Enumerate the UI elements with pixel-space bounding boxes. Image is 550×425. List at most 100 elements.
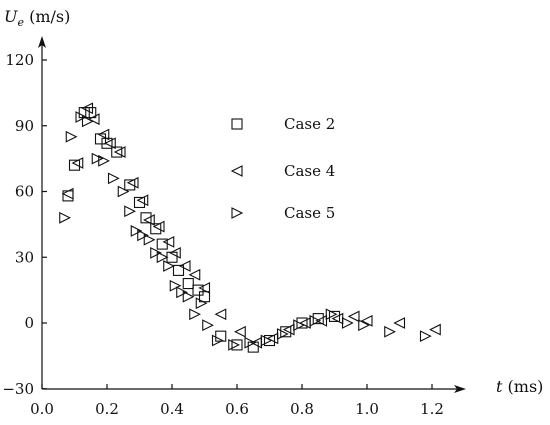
point-case-4 bbox=[360, 314, 373, 327]
series-case-2 bbox=[62, 107, 341, 353]
point-case-4 bbox=[234, 325, 246, 338]
point-case-2 bbox=[198, 291, 211, 303]
y-tick-label: 60 bbox=[15, 183, 34, 201]
legend-marker-case-4 bbox=[230, 165, 243, 177]
point-case-5 bbox=[260, 334, 273, 347]
y-axis-ticks: −30 0 30 60 90 120 bbox=[2, 51, 47, 398]
point-case-5 bbox=[81, 115, 94, 128]
y-tick-label: 0 bbox=[24, 314, 34, 332]
point-case-4 bbox=[162, 236, 175, 248]
point-case-4 bbox=[97, 128, 110, 141]
point-case-5 bbox=[195, 297, 208, 310]
legend-marker-case-5 bbox=[231, 207, 244, 219]
point-case-5 bbox=[182, 290, 195, 303]
x-tick-label: 0.0 bbox=[30, 400, 54, 418]
point-case-5 bbox=[163, 260, 175, 272]
point-case-2 bbox=[85, 107, 97, 119]
x-tick-label: 1.2 bbox=[420, 400, 444, 418]
point-case-2 bbox=[296, 317, 308, 329]
y-tick-label: 30 bbox=[15, 248, 34, 266]
legend-label-case-5: Case 5 bbox=[284, 204, 335, 222]
y-axis-arrow bbox=[38, 36, 46, 48]
x-tick-label: 0.6 bbox=[225, 400, 249, 418]
data-markers bbox=[59, 102, 441, 353]
point-case-5 bbox=[211, 334, 224, 347]
point-case-2 bbox=[124, 179, 136, 191]
point-case-2 bbox=[150, 223, 162, 235]
point-case-2 bbox=[172, 264, 185, 276]
point-case-4 bbox=[136, 194, 149, 207]
point-case-5 bbox=[309, 314, 322, 327]
legend-marker-case-2 bbox=[231, 118, 243, 130]
point-case-4 bbox=[87, 113, 100, 126]
point-case-4 bbox=[178, 260, 191, 272]
point-case-2 bbox=[101, 137, 113, 149]
x-axis-arrow bbox=[454, 385, 466, 393]
point-case-2 bbox=[133, 196, 146, 209]
point-case-5 bbox=[276, 328, 289, 340]
point-case-2 bbox=[231, 339, 243, 351]
point-case-5 bbox=[117, 185, 130, 198]
legend: Case 2 Case 4 Case 5 bbox=[230, 115, 335, 222]
point-case-4 bbox=[393, 317, 406, 329]
y-tick-label: 120 bbox=[5, 51, 34, 69]
series-case-4 bbox=[61, 102, 441, 349]
point-case-5 bbox=[176, 286, 188, 299]
point-case-5 bbox=[228, 339, 240, 351]
point-case-2 bbox=[328, 310, 341, 322]
x-tick-label: 0.8 bbox=[290, 400, 314, 418]
point-case-5 bbox=[107, 172, 120, 185]
point-case-4 bbox=[61, 187, 74, 200]
point-case-4 bbox=[152, 220, 165, 233]
point-case-4 bbox=[188, 268, 201, 281]
y-tick-label: 90 bbox=[15, 117, 34, 135]
legend-label-case-2: Case 2 bbox=[284, 115, 335, 133]
point-case-5 bbox=[341, 317, 354, 329]
legend-label-case-4: Case 4 bbox=[284, 162, 335, 180]
point-case-2 bbox=[182, 277, 194, 290]
point-case-5 bbox=[384, 325, 396, 338]
point-case-5 bbox=[189, 308, 201, 321]
point-case-5 bbox=[244, 336, 257, 349]
point-case-2 bbox=[312, 313, 324, 325]
point-case-4 bbox=[113, 146, 126, 158]
point-case-5 bbox=[59, 211, 71, 224]
series-case-5 bbox=[59, 111, 432, 351]
point-case-4 bbox=[71, 157, 84, 169]
point-case-4 bbox=[104, 137, 116, 150]
y-axis-unit: (m/s) bbox=[24, 7, 70, 26]
x-axis-symbol: t bbox=[496, 377, 503, 396]
point-case-2 bbox=[68, 159, 81, 171]
point-case-4 bbox=[429, 323, 441, 336]
point-case-5 bbox=[419, 330, 432, 343]
point-case-5 bbox=[137, 229, 149, 242]
point-case-5 bbox=[293, 319, 305, 332]
axes bbox=[38, 36, 466, 393]
y-axis-symbol: U bbox=[4, 7, 18, 26]
point-case-2 bbox=[280, 326, 292, 338]
x-axis-title: t (ms) bbox=[496, 377, 543, 396]
point-case-5 bbox=[143, 233, 156, 246]
y-tick-label: −30 bbox=[2, 380, 34, 398]
x-tick-label: 1.0 bbox=[355, 400, 379, 418]
point-case-5 bbox=[130, 225, 143, 237]
point-case-5 bbox=[98, 154, 110, 167]
point-case-5 bbox=[150, 246, 162, 259]
point-case-5 bbox=[325, 308, 338, 321]
point-case-4 bbox=[143, 214, 155, 226]
x-axis-unit: (ms) bbox=[502, 377, 543, 396]
point-case-5 bbox=[124, 205, 136, 218]
point-case-5 bbox=[156, 251, 169, 264]
point-case-2 bbox=[263, 334, 276, 347]
point-case-4 bbox=[126, 176, 139, 189]
point-case-4 bbox=[347, 310, 360, 323]
point-case-5 bbox=[65, 130, 78, 143]
y-axis-title: Ue (m/s) bbox=[4, 7, 70, 29]
point-case-5 bbox=[358, 319, 370, 332]
point-case-2 bbox=[140, 212, 152, 224]
x-tick-label: 0.4 bbox=[160, 400, 184, 418]
y-axis-subscript: e bbox=[17, 16, 24, 29]
point-case-5 bbox=[169, 279, 182, 292]
point-case-5 bbox=[91, 152, 104, 165]
